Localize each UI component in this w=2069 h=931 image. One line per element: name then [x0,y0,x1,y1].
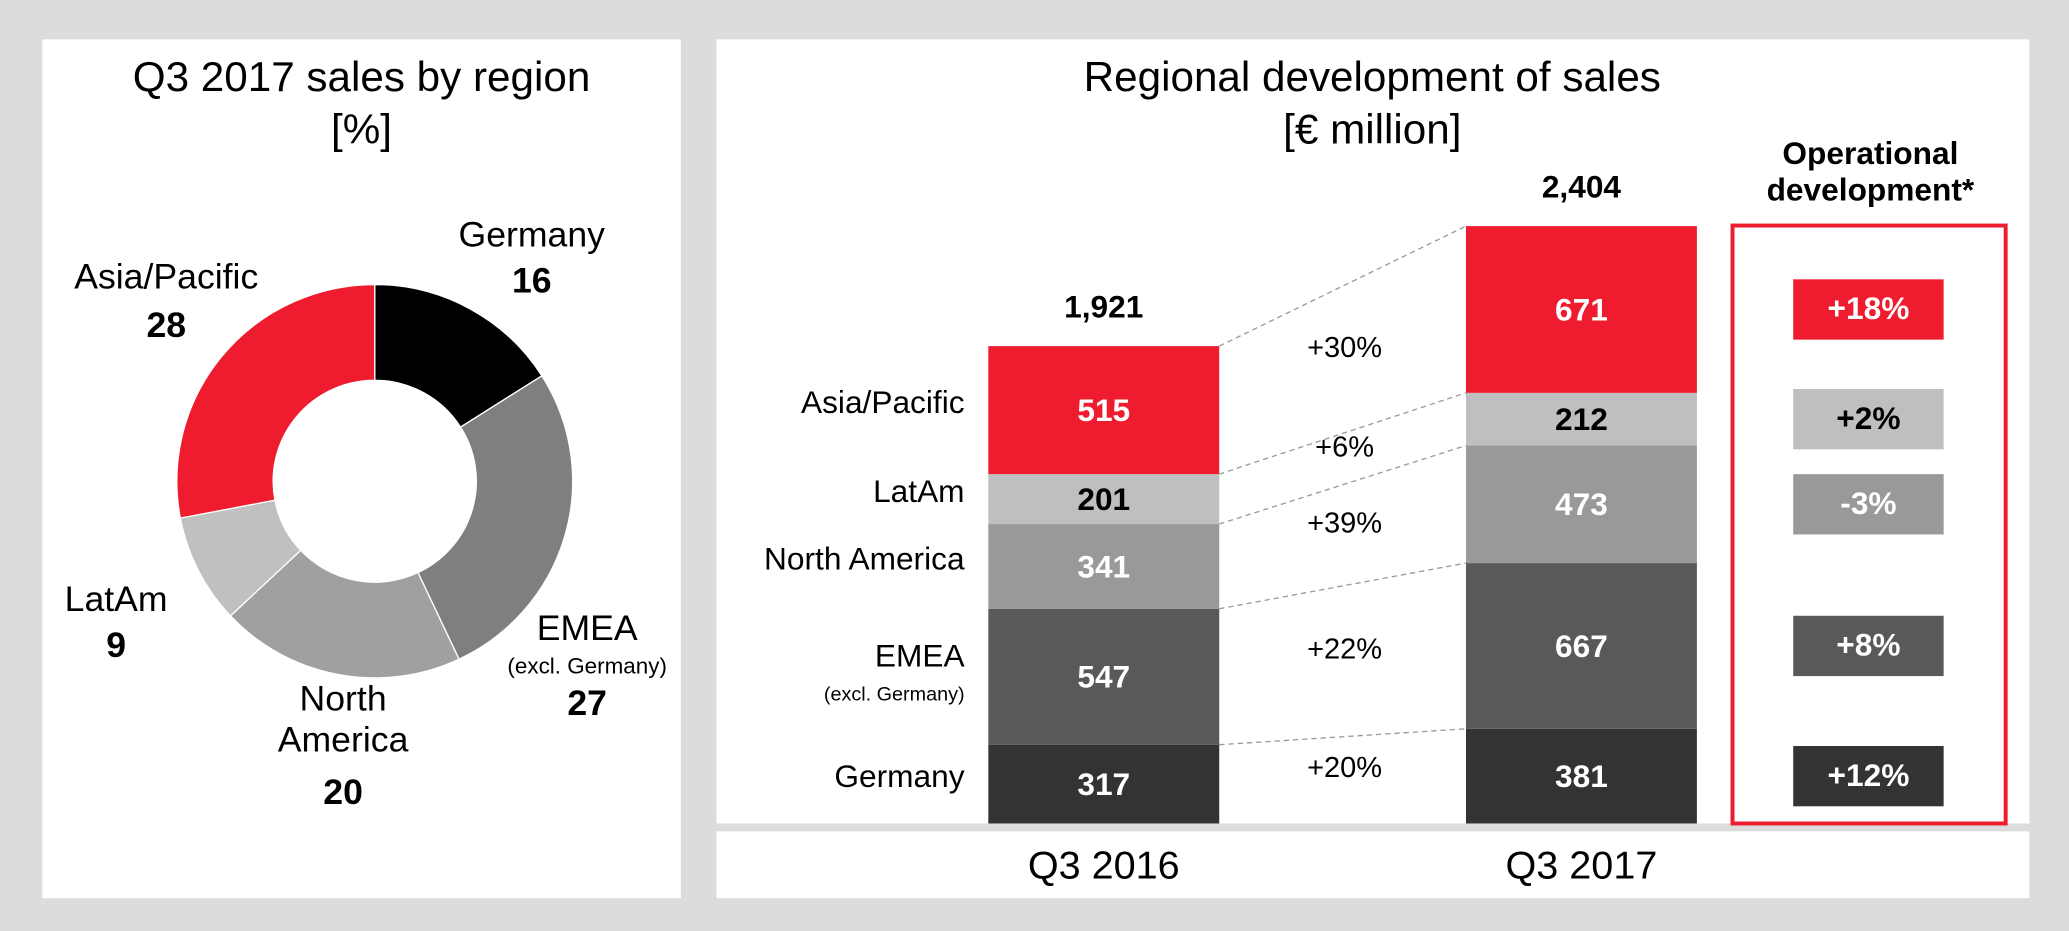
x-tick-label: Q3 2016 [1028,844,1180,888]
bar-segment [1465,728,1697,824]
bar-value-label: 381 [1555,758,1608,794]
pie-slice [417,374,574,661]
bar-value-label: 201 [1077,481,1130,517]
bar-segment [988,744,1220,824]
growth-label: +39% [1307,508,1382,540]
connector [1219,728,1467,746]
bar-segment [1465,392,1697,446]
bar-segment [988,474,1220,525]
bar-value-label: 667 [1555,628,1608,664]
bar-segment [988,608,1220,745]
pie-value-label: 20 [323,772,363,812]
pie-value-label: 27 [567,683,607,723]
series-label: LatAm [873,473,964,509]
bar-segment [988,524,1220,609]
pie-category-label: Asia/Pacific [74,257,258,297]
operational-label: +8% [1836,627,1900,663]
series-label: Germany [834,758,964,794]
operational-label: +12% [1828,757,1910,793]
bar-segment [988,346,1220,475]
pie-value-label: 16 [512,261,552,301]
bar-value-label: 341 [1077,548,1130,584]
operational-title-box: Operational development* [1766,136,1975,208]
operational-box [1793,389,1944,450]
left-panel [42,39,681,899]
operational-label: +18% [1828,290,1910,326]
growth-label: +22% [1307,634,1382,666]
growth-label: +20% [1307,752,1382,784]
bar-value-label: 515 [1077,392,1130,428]
bar-title: Regional development of sales [1084,53,1661,100]
series-note: (excl. Germany) [824,683,965,705]
pie-category-label: LatAm [65,579,168,619]
connector [1219,392,1467,475]
bar-segment [1465,445,1697,564]
bar-segment [1465,563,1697,729]
series-label: North America [764,541,965,577]
pie-subtitle: [%] [331,106,392,153]
growth-label: +30% [1307,332,1382,364]
operational-box [1793,615,1944,677]
pie-category-note: (excl. Germany) [507,653,667,678]
pie-category-label: Germany [459,215,606,255]
operational-label: +2% [1836,400,1900,436]
baseline-band [716,823,2030,832]
bar-value-label: 473 [1555,486,1608,522]
pie-value-label: 9 [106,625,126,665]
series-label: EMEA [875,638,965,674]
operational-box [1793,474,1944,535]
bar-value-label: 317 [1077,766,1130,802]
pie-value-label: 28 [146,305,186,345]
bar-segment [1465,226,1697,393]
operational-label: -3% [1840,485,1896,521]
bar-value-label: 547 [1077,659,1130,695]
pie-title: Q3 2017 sales by region [133,53,591,100]
pie-category-label-box: North America [277,679,409,760]
pie-category-label: North America [277,679,409,760]
connector [1219,562,1467,610]
total-label: 1,921 [1064,289,1143,325]
pie-slice [176,283,376,519]
operational-box [1793,279,1944,340]
growth-label: +6% [1315,431,1374,463]
bar-value-label: 671 [1555,292,1608,328]
bar-value-label: 212 [1555,401,1608,437]
operational-frame [1730,223,2008,826]
total-label: 2,404 [1542,169,1622,205]
pie-category-label: EMEA [537,608,638,648]
connector [1219,444,1467,525]
series-label: Asia/Pacific [801,384,965,420]
pie-slice [229,549,460,679]
operational-box [1793,745,1944,807]
x-tick-label: Q3 2017 [1506,844,1658,888]
bar-subtitle: [€ million] [1283,106,1461,153]
operational-title: Operational development* [1766,136,1975,208]
